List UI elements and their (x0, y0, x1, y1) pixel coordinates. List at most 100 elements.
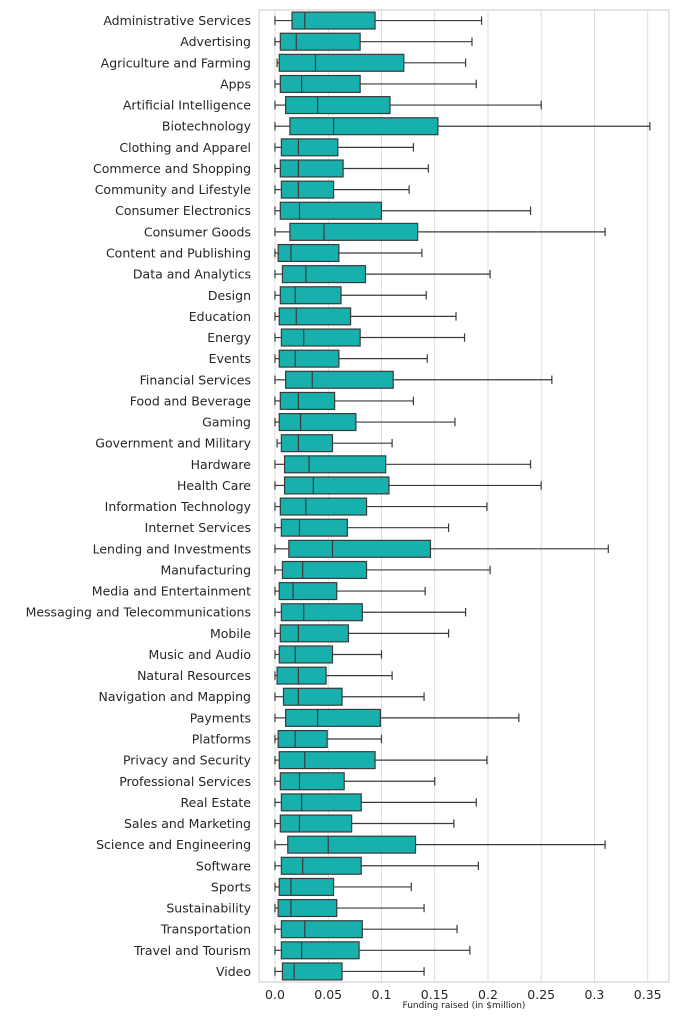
iqr-box (285, 370, 394, 389)
category-label: Advertising (180, 34, 251, 49)
box-group (276, 434, 393, 453)
box-group (274, 328, 466, 347)
category-label: Apps (220, 76, 251, 91)
box-group (274, 539, 609, 558)
category-label: Payments (190, 710, 251, 725)
box-group (276, 53, 467, 72)
box-group (274, 412, 456, 432)
iqr-box (279, 201, 383, 220)
category-label: Health Care (177, 478, 251, 493)
x-tick-label: 0.1 (372, 987, 392, 1002)
iqr-box (278, 412, 357, 432)
iqr-box (287, 835, 417, 854)
box-group (274, 349, 428, 368)
box-group (274, 856, 479, 875)
iqr-box (278, 307, 352, 326)
iqr-box (278, 582, 338, 601)
category-label: Messaging and Telecommunications (26, 605, 251, 620)
x-tick-label: 0.25 (527, 987, 555, 1002)
box-group (274, 624, 450, 643)
category-label: Video (216, 964, 251, 979)
category-label: Music and Audio (148, 647, 251, 662)
box-group (274, 201, 532, 220)
iqr-box (277, 898, 338, 918)
box-group (274, 814, 455, 833)
category-label: Real Estate (181, 795, 252, 810)
iqr-box (280, 328, 361, 347)
iqr-box (289, 117, 439, 136)
category-label: Gaming (202, 415, 251, 430)
iqr-box (281, 962, 343, 981)
iqr-box (280, 856, 362, 875)
iqr-box (279, 391, 336, 410)
x-tick-label: 0.35 (634, 987, 662, 1002)
box-group (274, 603, 467, 622)
iqr-box (279, 159, 344, 178)
box-group (274, 497, 488, 516)
category-label: Artificial Intelligence (123, 98, 251, 113)
iqr-box (285, 708, 382, 727)
category-label: Government and Military (95, 436, 251, 451)
category-label: Sales and Marketing (124, 816, 251, 831)
x-tick-label: 0.3 (585, 987, 605, 1002)
iqr-box (281, 560, 368, 580)
iqr-box (291, 11, 376, 30)
iqr-box (280, 434, 334, 453)
box-group (274, 708, 520, 727)
iqr-box (279, 74, 361, 94)
box-group (274, 222, 606, 241)
box-group (274, 391, 415, 410)
iqr-box (289, 222, 419, 241)
iqr-box (280, 180, 335, 199)
box-group (274, 518, 450, 537)
iqr-box (280, 603, 363, 622)
box-group (274, 582, 426, 601)
category-label: Education (189, 309, 251, 324)
category-label: Food and Beverage (130, 393, 252, 408)
iqr-box (280, 920, 363, 939)
iqr-box (281, 265, 367, 284)
x-axis-title: Funding raised (in $million) (403, 1001, 526, 1011)
box-group (274, 370, 553, 389)
iqr-box (278, 751, 376, 770)
x-tick-labels: 0.0 0.05 0.1 0.15 0.2 0.25 0.3 0.35 (265, 987, 662, 1002)
category-label: Software (196, 858, 251, 873)
box-group (274, 877, 412, 896)
iqr-box (280, 138, 339, 157)
category-label: Energy (207, 330, 251, 345)
iqr-box (277, 243, 340, 263)
iqr-box (276, 666, 327, 685)
iqr-box (279, 814, 353, 833)
box-group (274, 941, 471, 960)
box-group (274, 159, 429, 178)
box-group (274, 117, 651, 136)
category-label: Mobile (210, 626, 251, 641)
iqr-box (278, 53, 405, 72)
category-label: Content and Publishing (106, 246, 251, 261)
iqr-box (282, 687, 343, 706)
box-group (274, 455, 532, 474)
category-label: Privacy and Security (123, 753, 252, 768)
iqr-box (279, 624, 350, 643)
category-label: Travel and Tourism (133, 943, 251, 958)
box-group (274, 180, 410, 199)
iqr-box (285, 96, 391, 115)
box-group (274, 560, 491, 580)
category-label: Sports (211, 879, 251, 894)
plot-frame (258, 9, 670, 983)
iqr-box (278, 645, 334, 664)
category-label: Professional Services (119, 774, 251, 789)
x-tick-label: 0.05 (314, 987, 342, 1002)
category-label: Design (208, 288, 251, 303)
category-label: Biotechnology (162, 119, 252, 134)
boxes (274, 11, 651, 981)
category-label: Internet Services (145, 520, 251, 535)
category-label: Manufacturing (160, 562, 251, 577)
category-label: Natural Resources (137, 668, 251, 683)
category-label: Commerce and Shopping (93, 161, 251, 176)
box-group (274, 962, 425, 981)
category-label: Hardware (191, 457, 252, 472)
box-group (274, 729, 383, 749)
category-label: Platforms (192, 732, 251, 747)
category-label: Financial Services (140, 372, 251, 387)
